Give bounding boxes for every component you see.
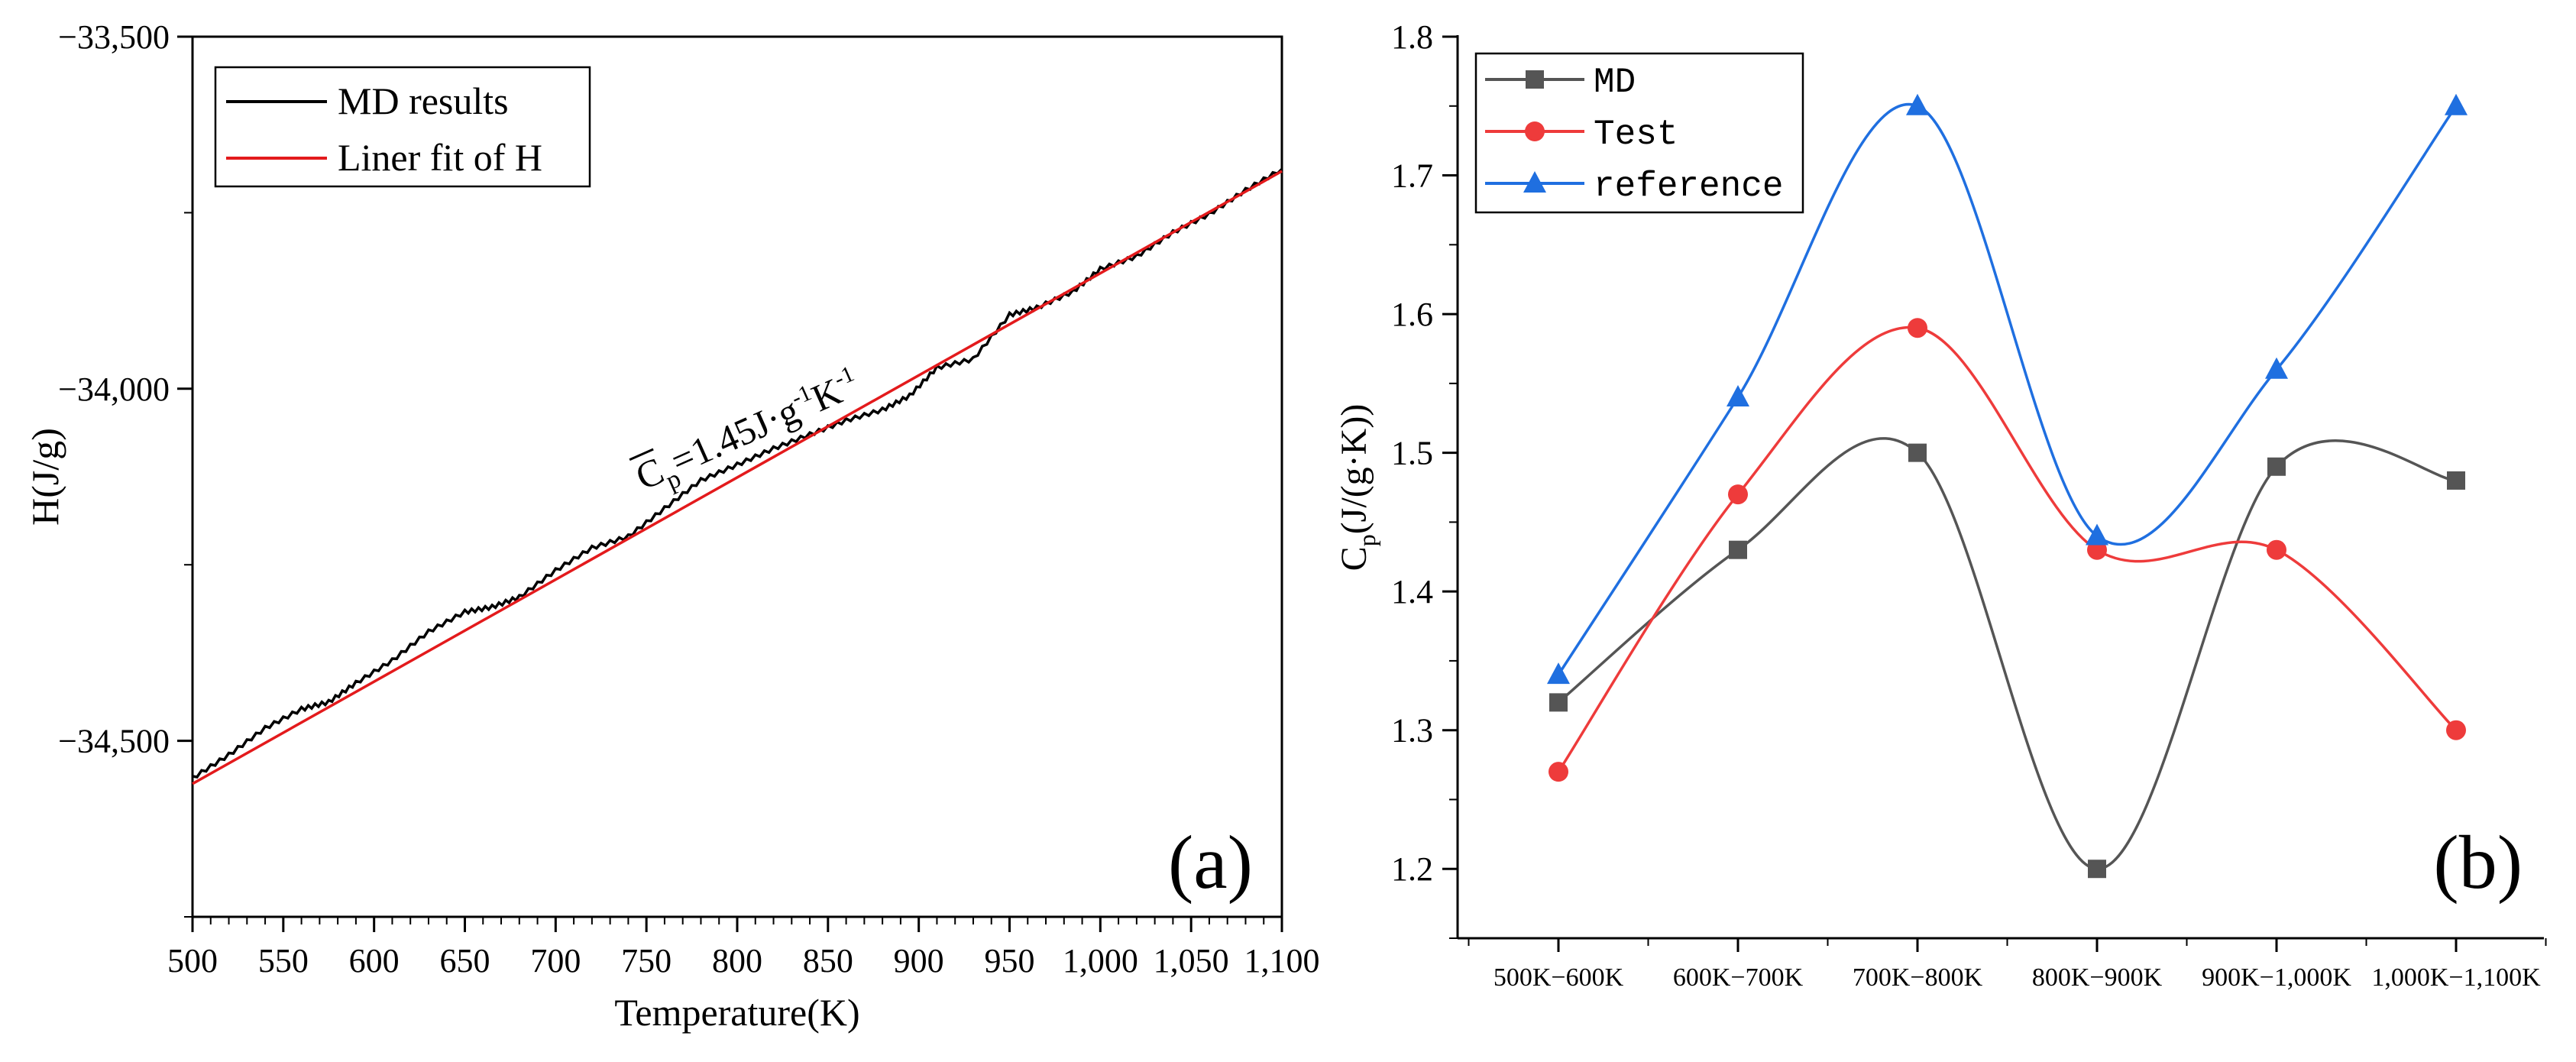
md-marker: [1729, 540, 1747, 559]
y-tick-label: 1.8: [1391, 18, 1433, 56]
panel-a-cp-annotation: Cp=1.45J·g-1K-1: [629, 361, 869, 507]
panel-a: 500 550 600 650 700 750 800 850 900 950 1,000 1,050…: [24, 18, 1320, 1034]
test-marker: [1908, 318, 1927, 338]
legend-marker: [1523, 171, 1546, 193]
legend-label: reference: [1594, 167, 1783, 206]
panel-a-legend: MD results Liner fit of H: [214, 66, 591, 188]
panel-a-label: (a): [1168, 820, 1253, 905]
reference-marker: [2265, 357, 2288, 379]
x-tick-label: 750: [621, 942, 672, 979]
x-tick-label: 600: [349, 942, 400, 979]
x-tick-label: 850: [803, 942, 853, 979]
x-category-label: 500K−600K: [1493, 963, 1624, 992]
reference-marker: [1727, 385, 1749, 406]
legend-box: [214, 66, 591, 188]
cp-overline: [629, 448, 654, 461]
panel-b-x-ticks: 500K−600K 600K−700K 700K−800K 800K−900K 900K…: [1468, 938, 2547, 992]
test-marker: [1728, 484, 1748, 505]
y-tick-label: 1.6: [1391, 296, 1433, 333]
panel-a-y-ticks: −33,500 −34,000 −34,500: [58, 18, 193, 918]
legend-marker: [1526, 70, 1544, 89]
test-marker: [2267, 539, 2286, 560]
reference-marker: [1906, 93, 1929, 115]
x-tick-label: 1,100: [1244, 942, 1320, 979]
reference-marker: [1547, 662, 1570, 685]
md-marker: [2447, 471, 2465, 490]
md-results-line: [192, 168, 1283, 779]
cp-value: =1.45J·g: [665, 388, 805, 482]
cp-label-main: C: [1334, 546, 1374, 571]
legend-label: MD results: [338, 79, 509, 122]
x-tick-label: 1,000: [1063, 942, 1138, 979]
reference-marker: [2086, 523, 2108, 546]
y-tick-label: 1.4: [1391, 573, 1433, 610]
test-marker: [2446, 720, 2466, 740]
test-marker: [1549, 762, 1568, 782]
legend-marker: [1525, 121, 1545, 141]
md-marker: [1549, 693, 1568, 712]
cp-label-rest: (J/(g·K)): [1334, 404, 1374, 535]
x-category-label: 800K−900K: [2032, 963, 2163, 992]
x-tick-label: 800: [712, 942, 762, 979]
md-marker: [2088, 860, 2106, 879]
x-category-label: 1,000K−1,100K: [2371, 963, 2541, 992]
series-line-test: [1557, 325, 2458, 773]
series-line-reference: [1557, 102, 2458, 676]
linear-fit-line: [192, 170, 1283, 785]
panel-b-label: (b): [2433, 820, 2523, 905]
y-tick-label: 1.2: [1391, 850, 1433, 888]
y-tick-label: −33,500: [58, 18, 170, 56]
x-category-label: 600K−700K: [1673, 963, 1804, 992]
x-tick-label: 1,050: [1154, 942, 1229, 979]
panel-b-y-ticks: 1.2 1.3 1.4 1.5 1.6 1.7 1.8: [1391, 18, 1458, 939]
panel-b-y-axis-label: Cp(J/(g·K)): [1334, 404, 1380, 571]
y-tick-label: 1.3: [1391, 712, 1433, 750]
x-tick-label: 500: [167, 942, 218, 979]
legend-label: MD: [1594, 63, 1636, 102]
x-category-label: 700K−800K: [1853, 963, 1983, 992]
x-tick-label: 900: [894, 942, 944, 979]
x-tick-label: 700: [530, 942, 581, 979]
x-tick-label: 950: [985, 942, 1035, 979]
series-line-md: [1557, 437, 2457, 870]
y-tick-label: 1.5: [1391, 435, 1433, 472]
y-tick-label: −34,500: [58, 723, 170, 760]
md-marker: [2267, 457, 2286, 476]
panel-a-series: [192, 168, 1283, 785]
panel-b-series: [1547, 93, 2468, 879]
x-tick-label: 550: [258, 942, 309, 979]
cp-annotation-text: Cp=1.45J·g-1K-1: [629, 361, 869, 507]
reference-marker: [2445, 93, 2468, 115]
x-category-label: 900K−1,000K: [2202, 963, 2351, 992]
y-tick-label: 1.7: [1391, 157, 1433, 195]
x-tick-label: 650: [440, 942, 490, 979]
panel-a-x-axis-label: Temperature(K): [614, 991, 859, 1034]
md-marker: [1908, 443, 1927, 462]
cp-label-sub: p: [1353, 534, 1380, 546]
y-tick-label: −34,000: [58, 371, 170, 408]
legend-label: Test: [1594, 115, 1678, 154]
panel-b: 500K−600K 600K−700K 700K−800K 800K−900K 900K…: [1334, 18, 2547, 992]
panel-a-y-axis-label: H(J/g): [24, 428, 66, 526]
panel-a-x-ticks: 500 550 600 650 700 750 800 850 900 950 1,000 1,050…: [167, 917, 1320, 979]
panel-b-legend: MD Test reference: [1474, 52, 1804, 214]
legend-label: Liner fit of H: [338, 136, 542, 179]
